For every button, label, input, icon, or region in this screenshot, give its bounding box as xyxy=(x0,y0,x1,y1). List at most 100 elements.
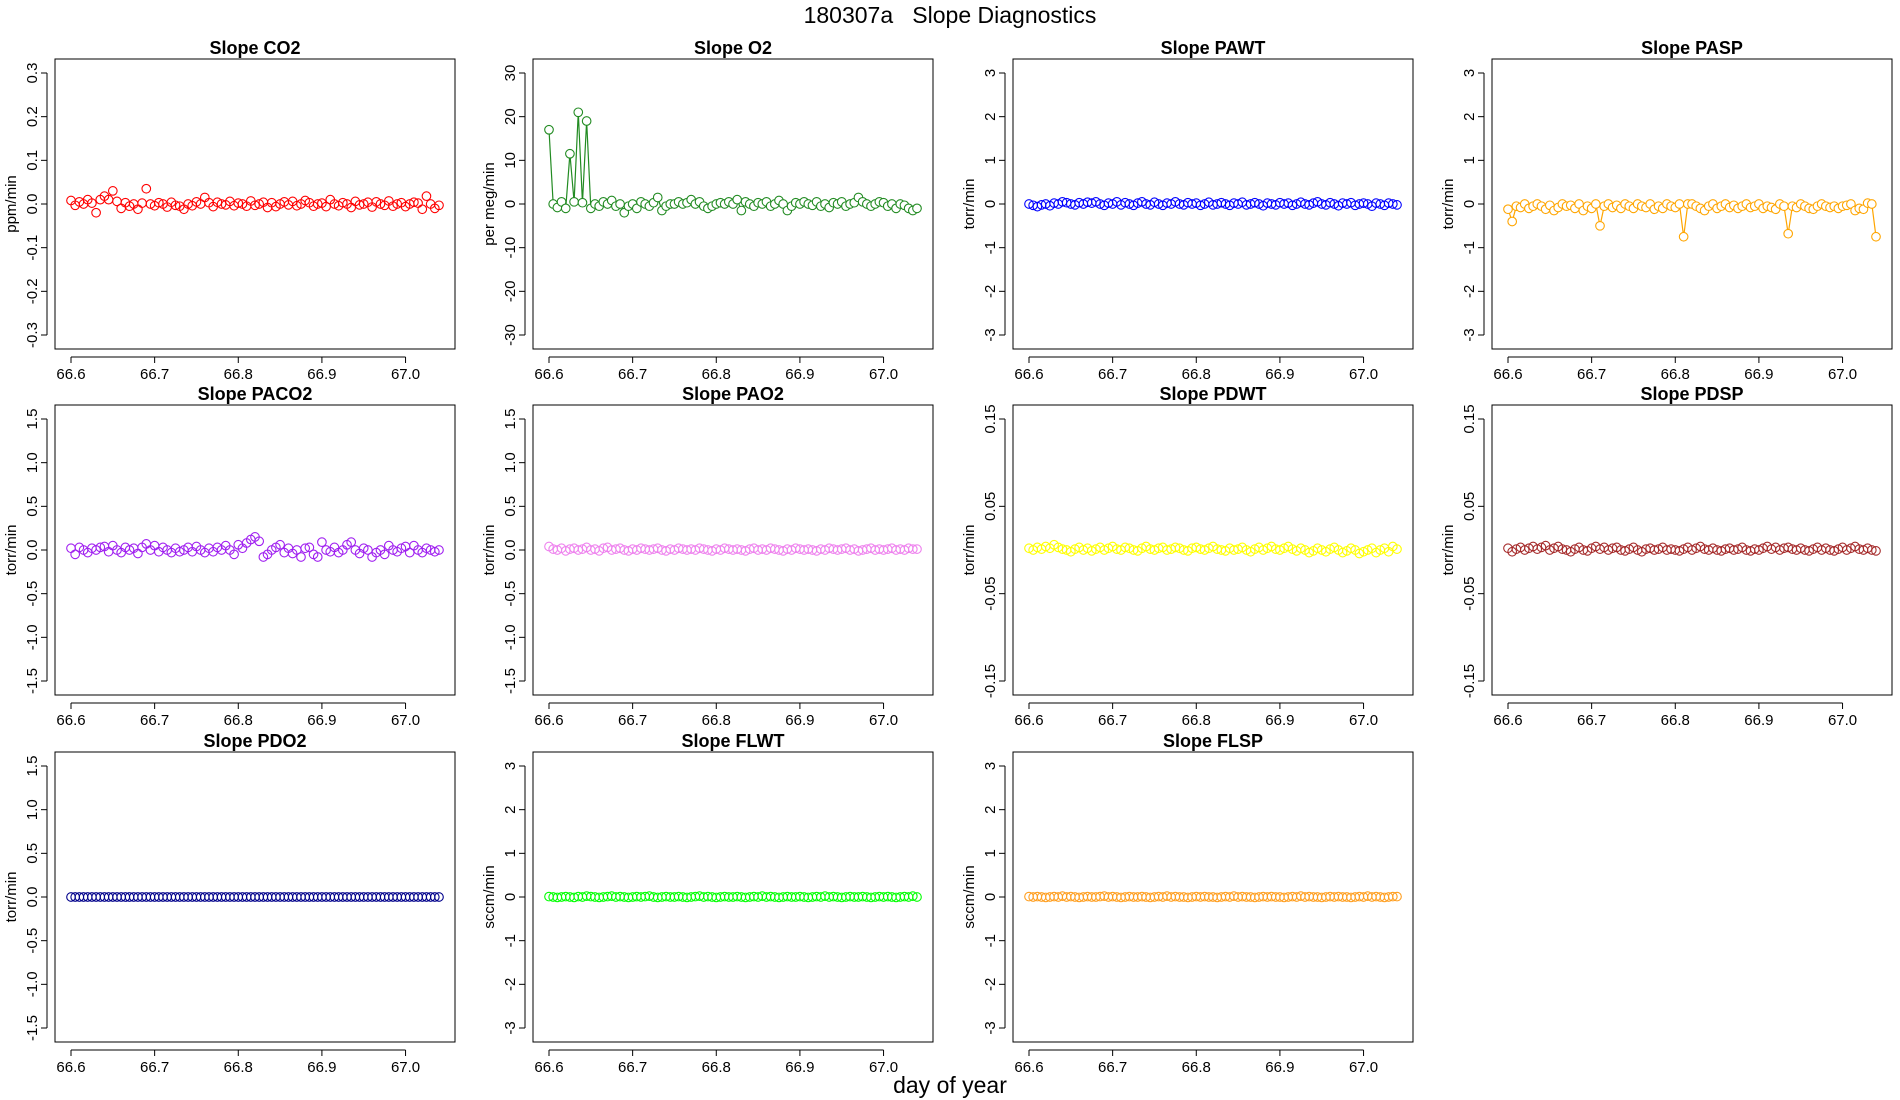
x-tick-label: 66.8 xyxy=(1661,366,1690,382)
data-point xyxy=(1354,548,1365,559)
chart-title: Slope FLSP xyxy=(1163,731,1263,751)
data-point xyxy=(304,542,315,553)
y-tick-label: 1.0 xyxy=(24,799,41,820)
data-point xyxy=(1804,546,1814,556)
chart-panel-slope-pasp: Slope PASP 66.6 66.7 66.8 66.9 67.0 -3 -2 -1 0 1 2 3… xyxy=(1437,37,1900,382)
data-point xyxy=(912,892,922,902)
y-tick-label: -2 xyxy=(1461,285,1478,298)
y-tick-label: -1.5 xyxy=(24,668,41,694)
data-point xyxy=(254,199,265,209)
x-tick-label: 66.6 xyxy=(56,712,85,728)
y-tick-label: 1 xyxy=(502,849,519,857)
data-point xyxy=(434,200,444,211)
x-tick-label: 66.9 xyxy=(307,712,336,728)
data-point xyxy=(1312,543,1323,554)
chart-svg: Slope FLWT 66.6 66.7 66.8 66.9 67.0 -3 -2 -1 0 1 2 3… xyxy=(481,731,934,1075)
chart-panel-slope-o2: Slope O2 66.6 66.7 66.8 66.9 67.0 -30 -20 -10 0 10… xyxy=(478,37,953,382)
chart-title: Slope PDSP xyxy=(1640,384,1743,404)
data-point xyxy=(1275,545,1285,555)
data-point xyxy=(1783,228,1794,239)
x-tick-label: 66.9 xyxy=(307,366,336,382)
y-tick-label: 1 xyxy=(1461,156,1478,164)
x-tick-label: 66.6 xyxy=(56,1059,85,1075)
plot-frame xyxy=(532,404,934,696)
y-tick-label: -0.15 xyxy=(1461,664,1478,698)
data-point xyxy=(652,192,663,203)
chart-svg: Slope PASP 66.6 66.7 66.8 66.9 67.0 -3 -2 -1 0 1 2 3… xyxy=(1440,38,1893,382)
x-tick-label: 67.0 xyxy=(1349,366,1378,382)
data-point xyxy=(1674,546,1685,556)
y-tick-label: 1.5 xyxy=(24,756,41,777)
data-point xyxy=(233,198,244,208)
x-tick-label: 66.8 xyxy=(702,1059,731,1075)
data-point xyxy=(1841,545,1852,555)
y-tick-label: -1 xyxy=(1461,241,1478,254)
data-point xyxy=(1287,200,1298,211)
y-axis-label: sccm/min xyxy=(481,865,498,928)
x-tick-label: 66.6 xyxy=(534,366,563,382)
y-tick-label: 2 xyxy=(982,112,999,120)
data-point xyxy=(337,197,348,208)
data-point xyxy=(66,543,76,554)
chart-panel-slope-paco2: Slope PACO2 66.6 66.7 66.8 66.9 67.0 -1.5 -1.0 -… xyxy=(0,383,475,728)
data-point xyxy=(736,205,747,216)
chart-svg: Slope PDWT 66.6 66.7 66.8 66.9 67.0 -0.15 -0.05… xyxy=(961,384,1414,728)
data-point xyxy=(434,892,444,902)
x-tick-label: 67.0 xyxy=(869,712,898,728)
data-point xyxy=(1392,544,1402,554)
plot-frame xyxy=(532,58,934,350)
data-point xyxy=(417,204,428,215)
y-tick-label: -0.5 xyxy=(24,928,41,954)
data-point xyxy=(153,197,164,208)
y-tick-label: 0.0 xyxy=(24,194,41,215)
x-tick-label: 66.6 xyxy=(1014,1059,1043,1075)
x-tick-label: 66.6 xyxy=(534,1059,563,1075)
chart-title: Slope CO2 xyxy=(209,38,300,58)
x-tick-label: 66.7 xyxy=(618,712,647,728)
data-point xyxy=(317,537,327,547)
data-point xyxy=(174,546,185,557)
x-tick-label: 66.9 xyxy=(785,712,814,728)
y-tick-label: -30 xyxy=(502,324,519,346)
y-tick-label: 0.3 xyxy=(24,63,41,84)
y-tick-label: 0.1 xyxy=(24,150,41,171)
y-tick-label: 3 xyxy=(982,762,999,770)
chart-panel-slope-pawt: Slope PAWT 66.6 66.7 66.8 66.9 67.0 -3 -2 -1 0 1 2 3… xyxy=(958,37,1433,382)
data-point xyxy=(379,549,390,560)
y-axis-label: torr/min xyxy=(1440,525,1457,576)
data-point xyxy=(396,543,407,554)
data-point xyxy=(907,891,918,901)
y-tick-label: -3 xyxy=(1461,328,1478,341)
data-point xyxy=(912,203,922,214)
data-point xyxy=(1249,197,1260,208)
y-axis-label: torr/min xyxy=(3,872,20,923)
data-point xyxy=(907,544,918,554)
plot-frame xyxy=(54,404,456,696)
y-tick-label: 1.5 xyxy=(24,409,41,430)
data-point xyxy=(577,197,588,208)
page-title: 180307a Slope Diagnostics xyxy=(803,2,1097,28)
y-tick-label: 0.0 xyxy=(24,540,41,561)
x-tick-label: 66.8 xyxy=(702,712,731,728)
data-point xyxy=(1674,199,1685,209)
plot-frame xyxy=(54,751,456,1043)
y-tick-label: -3 xyxy=(502,1021,519,1034)
y-tick-label: 0.5 xyxy=(502,496,519,517)
data-point xyxy=(409,197,419,208)
data-point xyxy=(1358,198,1369,208)
data-point xyxy=(1532,544,1543,554)
data-point xyxy=(107,186,118,196)
chart-title: Slope FLWT xyxy=(682,731,785,751)
chart-svg: Slope PAWT 66.6 66.7 66.8 66.9 67.0 -3 -2 -1 0 1 2 3… xyxy=(961,38,1414,382)
chart-panel-slope-flsp: Slope FLSP 66.6 66.7 66.8 66.9 67.0 -3 -2 -1 0 1 2 3… xyxy=(958,730,1433,1075)
y-axis-label: torr/min xyxy=(961,525,978,576)
y-tick-label: -0.15 xyxy=(982,664,999,698)
y-tick-label: -0.3 xyxy=(24,322,41,348)
data-point xyxy=(560,203,571,214)
y-axis-label: torr/min xyxy=(961,179,978,230)
y-tick-label: 0 xyxy=(982,200,999,208)
data-point xyxy=(429,546,440,557)
x-tick-label: 66.7 xyxy=(618,1059,647,1075)
data-point xyxy=(544,124,554,135)
y-tick-label: -10 xyxy=(502,237,519,259)
